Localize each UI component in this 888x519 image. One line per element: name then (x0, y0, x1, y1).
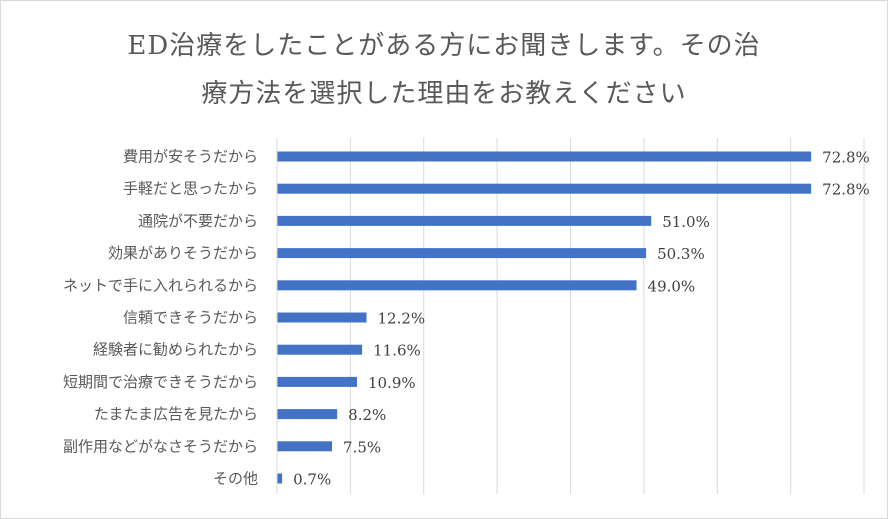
bar (277, 376, 357, 387)
value-label: 51.0% (662, 213, 710, 231)
bar (277, 280, 637, 291)
value-label: 49.0% (648, 277, 696, 295)
category-label: その他 (213, 470, 258, 488)
bar (277, 183, 812, 194)
bar (277, 312, 367, 323)
bar (277, 248, 647, 259)
bar (277, 409, 338, 420)
bar (277, 215, 652, 226)
category-label: 短期間で治療できそうだから (63, 373, 258, 391)
chart-title-line-1: ED治療をしたことがある方にお聞きします。その治 (127, 31, 761, 61)
gridlines (349, 138, 865, 494)
category-labels: 費用が安そうだから手軽だと思ったから通院が不要だから効果がありそうだからネットで… (63, 148, 258, 488)
bar (277, 151, 812, 162)
bar (277, 441, 333, 452)
value-label: 50.3% (657, 245, 705, 263)
value-label: 7.5% (343, 438, 381, 456)
category-label: 手軽だと思ったから (123, 180, 258, 198)
category-label: 経験者に勧められたから (93, 341, 258, 359)
category-label: 信頼できそうだから (123, 309, 258, 327)
category-label: 費用が安そうだから (123, 148, 258, 166)
category-label: ネットで手に入れられるから (63, 276, 258, 294)
category-label: たまたま広告を見たから (94, 405, 258, 423)
chart-title: ED治療をしたことがある方にお聞きします。その治 療方法を選択した理由をお教えく… (0, 22, 888, 118)
value-label: 12.2% (378, 310, 426, 328)
value-label: 11.6% (373, 342, 421, 360)
category-label: 副作用などがなさそうだから (63, 437, 258, 455)
value-label: 72.8% (822, 149, 870, 167)
chart-title-line-2: 療方法を選択した理由をお教えください (201, 79, 687, 109)
value-label: 72.8% (822, 181, 870, 199)
bars (277, 151, 812, 484)
category-label: 通院が不要だから (138, 212, 258, 230)
category-label: 効果がありそうだから (108, 244, 258, 262)
value-label: 0.7% (293, 471, 331, 489)
value-label: 8.2% (348, 406, 386, 424)
value-labels: 72.8% 72.8% 51.0% 50.3% 49.0% 12.2% 11.6% 10.9%… (293, 149, 870, 489)
value-label: 10.9% (368, 374, 416, 392)
bar (277, 344, 363, 355)
bar (277, 473, 283, 484)
